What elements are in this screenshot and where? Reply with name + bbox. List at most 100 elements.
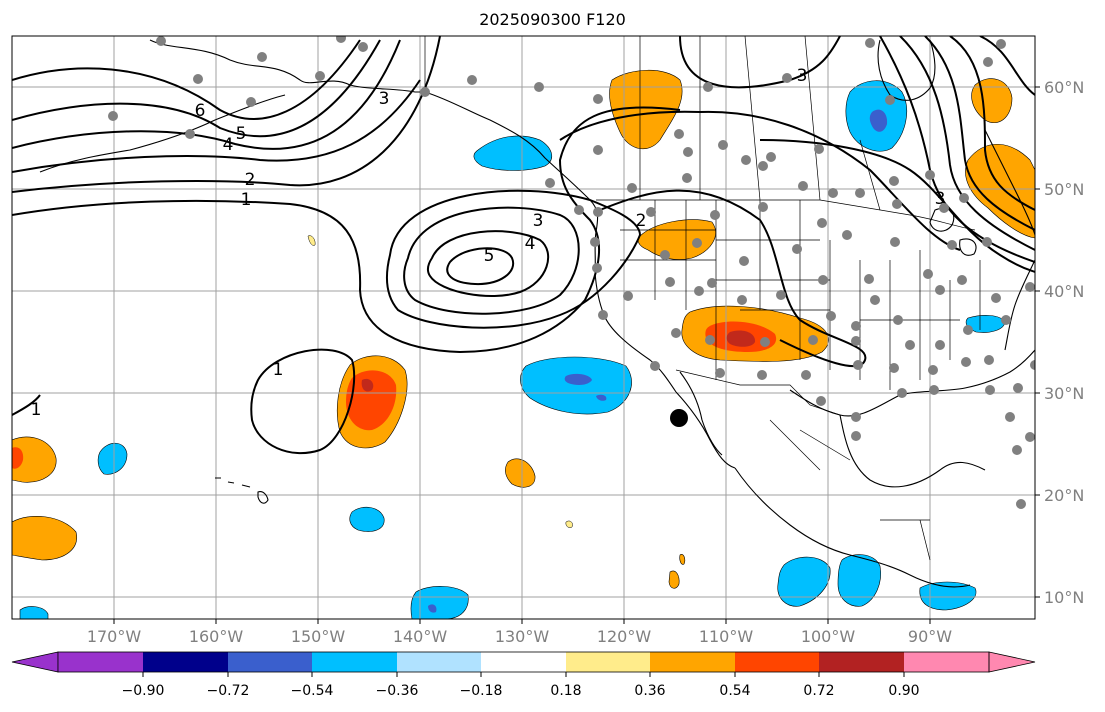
lat-label: 40°N [1044,282,1085,301]
contour-line-sw-1 [12,394,41,416]
contour-label: 3 [935,189,946,209]
contour-line-east-6 [979,36,1035,96]
canada-province-borders [639,36,881,211]
positive-anomaly-region [565,520,573,528]
colorbar-segment [312,652,397,672]
strong-negative-region [428,604,437,613]
contour-line-east-3 [899,36,1035,251]
contour-line-east-1 [759,139,1035,273]
colorbar-frame [57,651,990,673]
strong-positive-region [346,370,397,431]
contour-line-east-5 [949,36,1035,211]
colorbar-tick-label: 0.54 [719,683,751,699]
positive-anomaly-region [637,219,716,260]
contour-label: 5 [236,124,247,144]
negative-anomaly-region [520,356,632,415]
colorbar-segment [481,652,566,672]
lon-label: 160°W [188,627,244,646]
low-contour-3 [403,206,580,315]
contour-line-2-north [559,110,961,251]
lon-label: 110°W [698,627,754,646]
contour-label: 5 [484,246,495,266]
negative-anomaly-region [19,606,49,619]
positive-anomaly-region [307,235,316,246]
colorbar-extend-high [988,651,1036,673]
contour-label: 6 [195,101,206,121]
positive-anomaly-region [505,458,536,488]
positive-anomaly-region [971,78,1013,124]
yucatan-coast [839,414,986,488]
atlantic-coast [1004,259,1035,351]
us-canada-border [596,199,976,231]
positive-anomaly-region [12,436,57,483]
graticule [12,36,1035,619]
strong-negative-region [869,109,888,132]
map-title: 2025090300 F120 [479,10,626,29]
colorbar-tick-label: 0.36 [634,683,666,699]
colorbar-segment [58,652,143,672]
baja-gulf-side [679,371,723,456]
colorbar-tick-label: −0.18 [459,683,503,699]
low-contour-4 [426,230,550,298]
contour-line-1 [12,106,681,354]
contour-line-4 [12,39,401,150]
contour-line-3 [12,79,421,173]
lat-label: 10°N [1044,588,1085,607]
contour-line-5 [12,39,381,138]
positive-anomaly-region [965,143,1035,239]
strongest-positive-region [361,378,374,392]
alaska-coast [149,39,425,93]
contour-label: 1 [241,190,252,210]
colorbar-extend-low [11,651,59,673]
colorbar-tick-label: −0.72 [206,683,250,699]
colorbar-tick-label: 0.72 [803,683,835,699]
strongest-positive-region [726,330,756,347]
colorbar-tick-label: −0.54 [290,683,334,699]
strong-negative-region [564,373,592,385]
station-markers [108,36,1035,509]
colorbar-tick-label: 0.90 [888,683,920,699]
negative-anomaly-region [837,554,881,607]
colorbar-segment [650,652,735,672]
colorbar-segment [735,652,819,672]
lat-label: 50°N [1044,180,1085,199]
colorbar-tick-label: 0.18 [550,683,582,699]
lon-label: 140°W [392,627,448,646]
mexico-state-borders [769,419,931,561]
hawaii-islands [215,477,269,504]
negative-anomaly-region [919,581,977,611]
low-contour-2 [385,189,642,329]
lon-label: 120°W [596,627,652,646]
lat-label: 30°N [1044,384,1085,403]
contour-closed-1 [250,348,356,455]
negative-anomaly-region [349,506,385,532]
colorbar-segment [819,652,904,672]
canada-east-coast [984,129,1035,236]
colorbar-tick-label: −0.36 [375,683,419,699]
us-state-borders [620,200,981,390]
political-borders [424,36,981,561]
contour-label: 1 [31,400,42,420]
lat-ticks [1035,86,1040,598]
contour-line-east-4 [924,36,1035,231]
strong-positive-region [12,447,24,469]
lon-label: 130°W [494,627,550,646]
colorbar [11,651,1036,677]
lon-label: 100°W [800,627,856,646]
gulf-of-alaska-coast [424,91,599,233]
lon-label: 90°W [907,627,953,646]
hudson-bay [877,39,936,101]
contour-label: 3 [797,66,808,86]
contour-label: 4 [525,234,536,254]
contour-line-2 [12,36,441,193]
highlight-marker [670,409,688,427]
positive-anomaly-region [668,570,680,589]
positive-anomaly-region [12,516,77,561]
lat-label: 60°N [1044,78,1085,97]
map-frame [11,35,1036,620]
colorbar-segment [143,652,228,672]
contour-label: 2 [245,170,256,190]
contour-label: 3 [533,211,544,231]
contour-label: 3 [379,89,390,109]
